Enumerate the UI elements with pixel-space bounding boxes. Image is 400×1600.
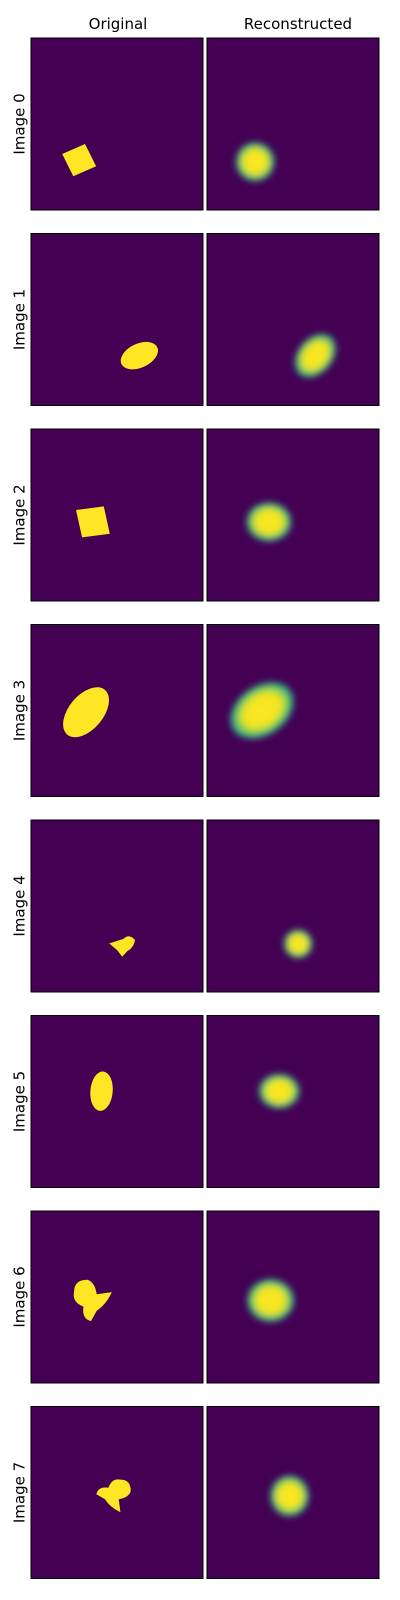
panel-frame (30, 1406, 204, 1579)
original-panel (30, 1406, 204, 1579)
panel-background (31, 1211, 203, 1383)
row-label: Image 3 (11, 680, 29, 741)
panel-frame (206, 233, 380, 406)
image-row: Image 1 (11, 233, 380, 406)
panel-frame (30, 428, 204, 602)
original-mask-shape (120, 341, 158, 370)
reconstructed-blob (257, 1072, 301, 1110)
panel-background (31, 820, 203, 992)
original-mask-shape (109, 936, 136, 957)
original-panel (30, 1015, 204, 1188)
reconstructed-blob (245, 1277, 296, 1324)
original-panel (30, 428, 204, 602)
panel-frame (30, 37, 204, 211)
reconstructed-panel (206, 624, 380, 797)
panel-frame (30, 624, 204, 797)
panel-frame (30, 1015, 204, 1188)
panel-background (207, 429, 379, 601)
row-label: Image 0 (11, 93, 29, 154)
image-row: Image 5 (11, 1015, 380, 1188)
row-label: Image 2 (11, 484, 29, 545)
panel-background (207, 233, 379, 406)
reconstructed-blob (293, 332, 338, 379)
image-row: Image 2 (11, 428, 380, 602)
reconstructed-blob (269, 1474, 310, 1518)
image-row: Image 4 (11, 819, 380, 993)
panel-background (31, 429, 203, 601)
image-row: Image 3 (11, 624, 380, 797)
panel-background (31, 233, 203, 406)
row-label: Image 4 (11, 875, 29, 936)
original-panel (30, 233, 204, 406)
image-row: Image 6 (11, 1210, 380, 1384)
original-mask-shape (76, 506, 110, 538)
panel-frame (206, 37, 380, 211)
panel-background (31, 1015, 203, 1188)
panel-background (31, 38, 203, 210)
row-label: Image 6 (11, 1266, 29, 1327)
original-mask-shape (62, 143, 97, 177)
row-label: Image 1 (11, 289, 29, 350)
original-panel (30, 1210, 204, 1384)
row-label: Image 7 (11, 1462, 29, 1523)
panel-frame (30, 233, 204, 406)
panel-frame (206, 428, 380, 602)
reconstructed-blob (228, 680, 296, 741)
original-mask-shape (96, 1479, 131, 1513)
reconstructed-panel (206, 428, 380, 602)
reconstructed-panel (206, 1406, 380, 1579)
reconstructed-blob (245, 501, 293, 543)
panel-background (207, 38, 379, 210)
reconstructed-blob (283, 928, 314, 959)
reconstructed-panel (206, 233, 380, 406)
reconstructed-blob (234, 141, 276, 183)
original-mask-shape (90, 1071, 113, 1111)
panel-frame (206, 1210, 380, 1384)
panel-frame (206, 624, 380, 797)
original-mask-shape (63, 687, 109, 738)
original-panel (30, 819, 204, 993)
row-label: Image 5 (11, 1071, 29, 1132)
panel-frame (206, 819, 380, 993)
panel-frame (30, 819, 204, 993)
column-title-original: Original (89, 15, 148, 33)
panel-frame (206, 1406, 380, 1579)
reconstructed-panel (206, 819, 380, 993)
original-mask-shape (73, 1279, 112, 1322)
panel-frame (30, 1210, 204, 1384)
panel-background (31, 624, 203, 797)
reconstructed-panel (206, 1015, 380, 1188)
reconstructed-panel (206, 1210, 380, 1384)
panel-frame (206, 1015, 380, 1188)
reconstructed-panel (206, 37, 380, 211)
image-row: Image 7 (11, 1406, 380, 1579)
column-title-reconstructed: Reconstructed (244, 15, 352, 33)
original-panel (30, 37, 204, 211)
image-row: Image 0 (11, 37, 380, 211)
panel-background (207, 820, 379, 992)
original-panel (30, 624, 204, 797)
